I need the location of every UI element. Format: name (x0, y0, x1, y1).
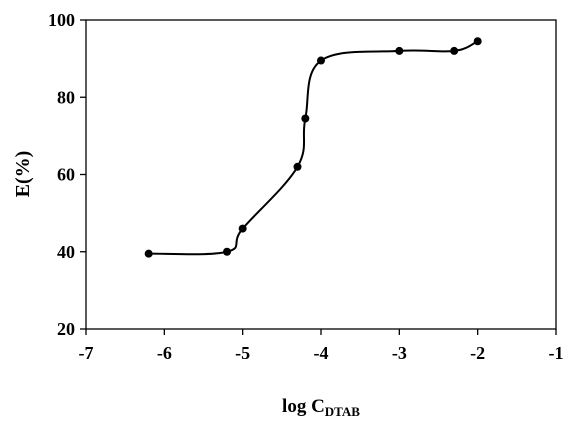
y-tick-label: 60 (57, 165, 75, 185)
data-point (450, 46, 459, 55)
x-tick-label: -1 (549, 343, 564, 363)
x-axis-title: log CDTAB (282, 396, 360, 419)
data-point (144, 249, 153, 258)
data-point (395, 46, 404, 55)
y-tick-label: 100 (48, 10, 75, 30)
x-tick-label: -7 (79, 343, 94, 363)
data-points (144, 37, 482, 258)
data-point (223, 247, 231, 256)
data-point (473, 37, 482, 46)
data-point (301, 114, 310, 123)
plot-area (85, 19, 557, 330)
y-tick-label: 80 (57, 87, 75, 107)
y-tick-label: 20 (57, 319, 75, 339)
y-tick-label: 40 (57, 242, 75, 262)
data-point (293, 162, 302, 171)
x-axis-title-main: log C (282, 396, 325, 417)
x-tick-label: -5 (235, 343, 250, 363)
x-tick-label: -2 (470, 343, 485, 363)
data-point (317, 56, 325, 65)
x-tick-label: -3 (392, 343, 407, 363)
x-tick-label: -6 (157, 343, 172, 363)
y-axis: 20 40 60 80 100 (48, 10, 86, 339)
data-point (238, 224, 247, 233)
y-axis-title: E(%) (12, 151, 34, 198)
x-axis-title-subscript: DTAB (325, 404, 360, 419)
x-axis: -7 -6 -5 -4 -3 -2 -1 (79, 329, 564, 363)
x-tick-label: -4 (314, 343, 329, 363)
